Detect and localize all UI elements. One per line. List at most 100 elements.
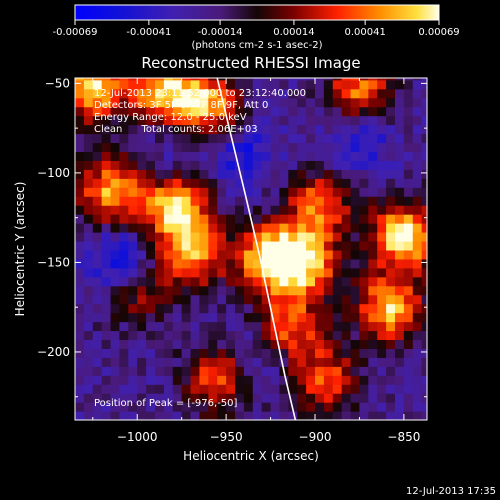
heatmap-cell [199,375,209,385]
heatmap-cell [217,196,227,206]
heatmap-cell [252,393,263,403]
heatmap-cell [359,348,369,358]
heatmap-cell [395,169,405,179]
heatmap-cell [261,312,272,323]
heatmap-cell [217,78,227,81]
heatmap-cell [137,115,147,126]
heatmap-cell [341,276,352,287]
heatmap-cell [377,79,387,90]
heatmap-cell [323,312,334,323]
heatmap-cell [128,258,138,269]
colorbar-tick-label: 0.00041 [344,27,385,38]
heatmap-cell [306,78,316,81]
heatmap-cell [395,115,405,126]
heatmap-cell [252,366,263,376]
heatmap-cell [92,258,103,269]
heatmap-cell [403,411,414,420]
heatmap-cell [315,223,325,233]
heatmap-cell [101,249,112,260]
heatmap-cell [279,187,289,197]
heatmap-cell [163,142,174,153]
heatmap-cell [421,285,427,296]
heatmap-cell [243,249,254,260]
heatmap-cell [128,196,138,206]
heatmap-cell [226,178,236,188]
heatmap-cell [226,214,236,224]
heatmap-cell [332,276,343,287]
heatmap-cell [377,366,387,376]
heatmap-cell [403,294,414,305]
heatmap-cell [243,223,254,233]
heatmap-cell [403,330,414,341]
heatmap-cell [332,330,343,341]
heatmap-cell [217,312,227,323]
heatmap-cells [75,78,427,420]
heatmap-cell [386,124,396,135]
heatmap-cell [261,88,272,99]
heatmap-cell [279,142,289,153]
heatmap-cell [83,169,94,179]
heatmap-cell [155,348,165,358]
heatmap-cell [128,79,138,90]
heatmap-cell [75,267,85,278]
heatmap-cell [306,312,316,323]
heatmap-cell [110,258,121,269]
heatmap-cell [252,124,263,135]
heatmap-cell [101,339,112,349]
heatmap-cell [190,214,201,224]
heatmap-cell [332,106,343,117]
heatmap-cell [137,196,147,206]
heatmap-cell [110,249,121,260]
heatmap-cell [208,303,218,314]
heatmap-cell [119,249,129,260]
heatmap-cell [119,321,129,332]
heatmap-cell [323,151,334,161]
heatmap-cell [412,267,423,278]
heatmap-cell [421,133,427,144]
heatmap-cell [208,330,218,341]
heatmap-cell [163,348,174,358]
heatmap-cell [261,366,272,376]
heatmap-cell [243,384,254,394]
heatmap-cell [252,169,263,179]
heatmap-cell [279,133,289,144]
heatmap-cell [297,178,307,188]
heatmap-cell [412,294,423,305]
heatmap-cell [412,133,423,144]
heatmap-cell [119,393,129,403]
heatmap-cell [368,133,378,144]
heatmap-cell [297,78,307,81]
heatmap-cell [270,321,281,332]
heatmap-cell [128,151,138,161]
heatmap-cell [270,258,281,269]
heatmap-cell [83,187,94,197]
heatmap-cell [288,124,298,135]
heatmap-cell [190,258,201,269]
heatmap-cell [83,357,94,367]
heatmap-cell [119,187,129,197]
heatmap-cell [395,97,405,108]
heatmap-cell [341,330,352,341]
heatmap-cell [181,151,192,161]
heatmap-cell [386,249,396,260]
heatmap-cell [190,402,201,412]
heatmap-cell [412,339,423,349]
heatmap-cell [199,258,209,269]
heatmap-cell [83,214,94,224]
heatmap-cell [332,205,343,215]
heatmap-cell [421,88,427,99]
heatmap-cell [172,106,183,117]
heatmap-cell [403,79,414,90]
heatmap-cell [119,366,129,376]
heatmap-cell [288,79,298,90]
heatmap-cell [163,223,174,233]
heatmap-cell [377,249,387,260]
heatmap-cell [315,178,325,188]
heatmap-cell [252,276,263,287]
heatmap-cell [199,240,209,251]
heatmap-cell [190,115,201,126]
heatmap-cell [83,133,94,144]
heatmap-cell [217,187,227,197]
x-tick-label: −850 [387,430,420,444]
heatmap-cell [208,196,218,206]
